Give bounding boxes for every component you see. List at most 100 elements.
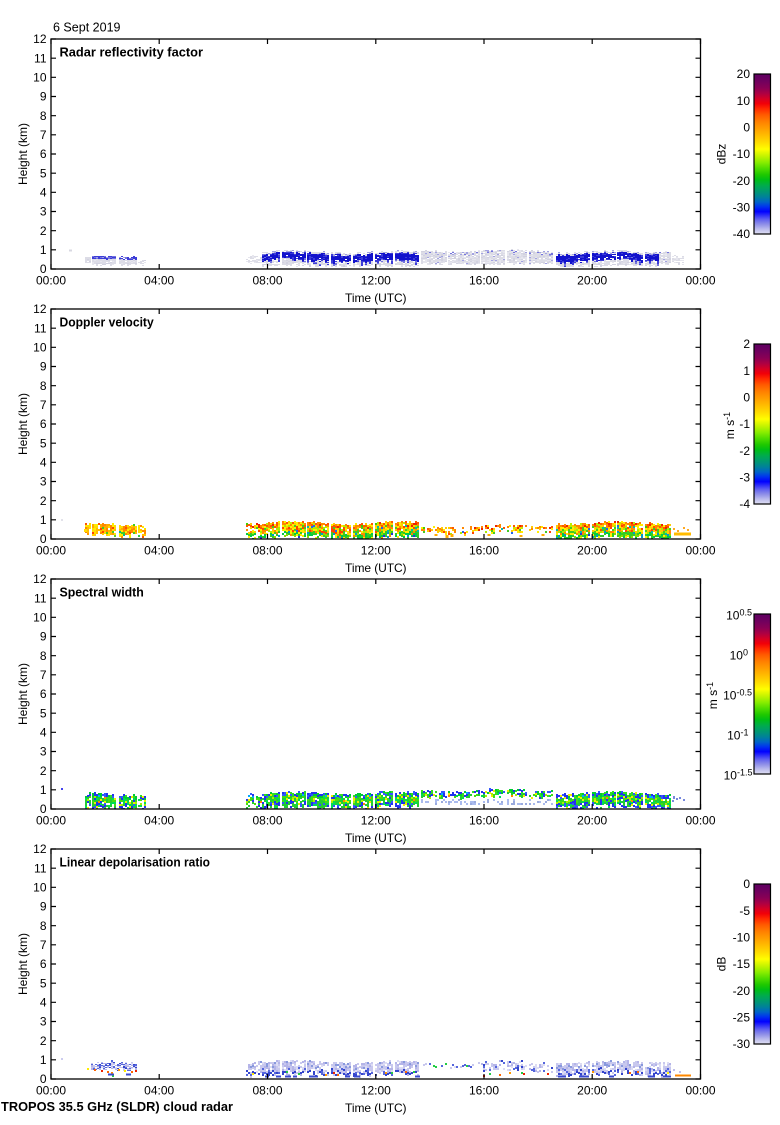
svg-text:10: 10 bbox=[33, 71, 47, 85]
svg-text:00:00: 00:00 bbox=[36, 544, 66, 558]
svg-text:16:00: 16:00 bbox=[469, 814, 499, 828]
svg-text:16:00: 16:00 bbox=[469, 274, 499, 288]
svg-text:04:00: 04:00 bbox=[144, 544, 174, 558]
svg-text:6: 6 bbox=[40, 957, 47, 971]
svg-text:0: 0 bbox=[743, 391, 750, 405]
svg-text:4: 4 bbox=[40, 186, 47, 200]
svg-text:-1: -1 bbox=[739, 417, 750, 431]
svg-text:04:00: 04:00 bbox=[144, 814, 174, 828]
svg-text:Linear depolarisation ratio: Linear depolarisation ratio bbox=[60, 855, 211, 870]
svg-text:16:00: 16:00 bbox=[469, 544, 499, 558]
svg-text:Height (km): Height (km) bbox=[16, 393, 30, 455]
svg-text:-30: -30 bbox=[733, 1037, 751, 1051]
svg-text:00:00: 00:00 bbox=[685, 814, 715, 828]
svg-text:20:00: 20:00 bbox=[577, 814, 607, 828]
svg-text:6: 6 bbox=[40, 147, 47, 161]
svg-text:16:00: 16:00 bbox=[469, 1084, 499, 1098]
svg-text:-20: -20 bbox=[733, 174, 751, 188]
svg-text:0: 0 bbox=[40, 532, 47, 546]
svg-text:00:00: 00:00 bbox=[36, 1084, 66, 1098]
svg-text:1: 1 bbox=[40, 1053, 47, 1067]
svg-text:2: 2 bbox=[40, 764, 47, 778]
svg-text:7: 7 bbox=[40, 668, 47, 682]
svg-text:7: 7 bbox=[40, 938, 47, 952]
svg-text:-15: -15 bbox=[733, 957, 751, 971]
svg-text:6 Sept 2019: 6 Sept 2019 bbox=[53, 21, 121, 35]
svg-text:1: 1 bbox=[40, 243, 47, 257]
svg-text:12: 12 bbox=[33, 32, 47, 46]
svg-text:7: 7 bbox=[40, 398, 47, 412]
svg-text:04:00: 04:00 bbox=[144, 274, 174, 288]
svg-text:20:00: 20:00 bbox=[577, 274, 607, 288]
svg-text:2: 2 bbox=[40, 494, 47, 508]
svg-text:5: 5 bbox=[40, 436, 47, 450]
svg-text:08:00: 08:00 bbox=[252, 1084, 282, 1098]
svg-text:3: 3 bbox=[40, 475, 47, 489]
svg-text:08:00: 08:00 bbox=[252, 544, 282, 558]
svg-text:-10: -10 bbox=[733, 147, 751, 161]
svg-text:4: 4 bbox=[40, 456, 47, 470]
svg-text:10: 10 bbox=[33, 881, 47, 895]
svg-text:-4: -4 bbox=[739, 497, 750, 511]
svg-text:1: 1 bbox=[743, 364, 750, 378]
svg-text:9: 9 bbox=[40, 630, 47, 644]
svg-text:2: 2 bbox=[743, 337, 750, 351]
svg-text:4: 4 bbox=[40, 996, 47, 1010]
svg-text:Time (UTC): Time (UTC) bbox=[345, 831, 407, 845]
svg-text:12: 12 bbox=[33, 572, 47, 586]
svg-text:2: 2 bbox=[40, 1034, 47, 1048]
svg-text:Height (km): Height (km) bbox=[16, 123, 30, 185]
svg-text:0: 0 bbox=[40, 1072, 47, 1086]
svg-text:0: 0 bbox=[743, 877, 750, 891]
svg-text:Height (km): Height (km) bbox=[16, 663, 30, 725]
svg-text:6: 6 bbox=[40, 417, 47, 431]
svg-text:5: 5 bbox=[40, 976, 47, 990]
svg-text:12: 12 bbox=[33, 842, 47, 856]
svg-text:8: 8 bbox=[40, 379, 47, 393]
svg-text:7: 7 bbox=[40, 128, 47, 142]
svg-text:11: 11 bbox=[34, 321, 47, 335]
svg-text:-2: -2 bbox=[739, 444, 750, 458]
svg-text:12:00: 12:00 bbox=[361, 814, 391, 828]
svg-text:Radar reflectivity factor: Radar reflectivity factor bbox=[60, 45, 204, 60]
svg-text:-40: -40 bbox=[733, 227, 751, 241]
svg-text:Doppler velocity: Doppler velocity bbox=[60, 315, 155, 330]
svg-text:8: 8 bbox=[40, 109, 47, 123]
svg-text:10: 10 bbox=[737, 94, 751, 108]
svg-text:Spectral width: Spectral width bbox=[60, 585, 144, 600]
svg-text:11: 11 bbox=[34, 861, 47, 875]
svg-text:11: 11 bbox=[34, 51, 47, 65]
svg-text:-3: -3 bbox=[739, 471, 750, 485]
svg-text:6: 6 bbox=[40, 687, 47, 701]
svg-text:1: 1 bbox=[40, 513, 47, 527]
svg-text:9: 9 bbox=[40, 90, 47, 104]
svg-text:-20: -20 bbox=[733, 984, 751, 998]
svg-text:00:00: 00:00 bbox=[685, 1084, 715, 1098]
svg-text:12:00: 12:00 bbox=[361, 274, 391, 288]
svg-text:0: 0 bbox=[40, 262, 47, 276]
svg-text:3: 3 bbox=[40, 205, 47, 219]
svg-text:3: 3 bbox=[40, 1015, 47, 1029]
svg-text:8: 8 bbox=[40, 649, 47, 663]
svg-text:00:00: 00:00 bbox=[36, 814, 66, 828]
svg-text:-5: -5 bbox=[739, 904, 750, 918]
svg-text:5: 5 bbox=[40, 706, 47, 720]
svg-text:20:00: 20:00 bbox=[577, 1084, 607, 1098]
svg-text:12:00: 12:00 bbox=[361, 1084, 391, 1098]
svg-text:-10: -10 bbox=[733, 931, 751, 945]
svg-text:12:00: 12:00 bbox=[361, 544, 391, 558]
svg-text:9: 9 bbox=[40, 360, 47, 374]
svg-text:1: 1 bbox=[40, 783, 47, 797]
svg-text:00:00: 00:00 bbox=[685, 274, 715, 288]
svg-text:-30: -30 bbox=[733, 201, 751, 215]
svg-text:Height (km): Height (km) bbox=[16, 933, 30, 995]
svg-text:9: 9 bbox=[40, 900, 47, 914]
svg-text:TROPOS 35.5 GHz (SLDR) cloud r: TROPOS 35.5 GHz (SLDR) cloud radar bbox=[1, 1100, 233, 1114]
svg-text:Time (UTC): Time (UTC) bbox=[345, 291, 407, 305]
svg-text:Time (UTC): Time (UTC) bbox=[345, 1101, 407, 1115]
svg-text:8: 8 bbox=[40, 919, 47, 933]
svg-text:08:00: 08:00 bbox=[252, 814, 282, 828]
svg-text:00:00: 00:00 bbox=[36, 274, 66, 288]
svg-text:00:00: 00:00 bbox=[685, 544, 715, 558]
svg-text:04:00: 04:00 bbox=[144, 1084, 174, 1098]
